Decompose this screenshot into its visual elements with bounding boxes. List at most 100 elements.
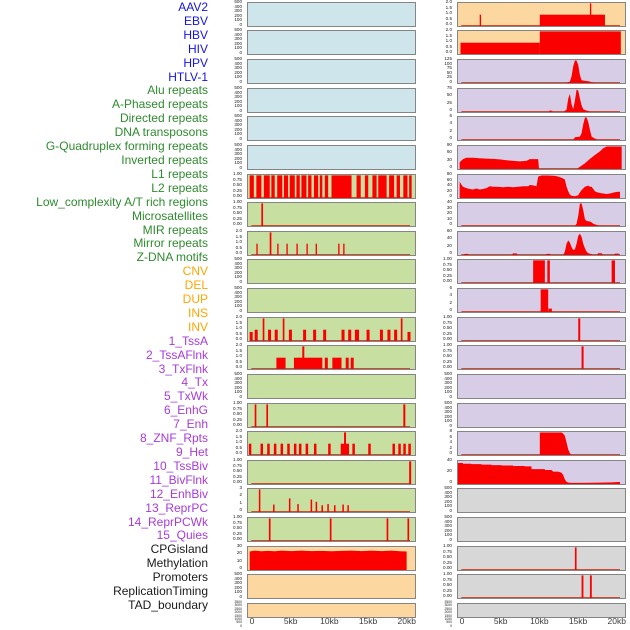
track-label-9-het: 9_Het bbox=[175, 445, 208, 459]
y-tick: 1.00 bbox=[233, 400, 242, 405]
track-plot-9-het bbox=[457, 288, 626, 313]
track-label-11-bivflnk: 11_BivFlnk bbox=[149, 472, 208, 487]
y-tick: 3000 bbox=[444, 603, 452, 608]
track-data-directed-repeats bbox=[251, 232, 410, 255]
x-axis-tick-left-0: 0 bbox=[249, 616, 255, 626]
track-label-mir-repeats: MIR repeats bbox=[142, 222, 208, 237]
y-tick: 40 bbox=[446, 199, 452, 204]
track-plot-mirror-repeats bbox=[247, 488, 416, 513]
track-plot-aav2 bbox=[247, 2, 416, 27]
y-axis-ticks-11-bivflnk: 1.00 0.75 0.50 0.25 0.00 bbox=[416, 342, 454, 370]
y-tick: 200 bbox=[444, 413, 452, 419]
track-data-alu-repeats bbox=[249, 175, 412, 198]
y-tick: 100 bbox=[444, 60, 452, 66]
track-label-l2-repeats: L2 repeats bbox=[151, 180, 208, 195]
y-tick: 300 bbox=[234, 294, 242, 300]
y-tick: 1 bbox=[239, 499, 242, 505]
track-data-replicationtiming bbox=[461, 575, 620, 598]
y-tick: 0.50 bbox=[233, 210, 242, 216]
y-tick: 200 bbox=[444, 498, 452, 504]
y-axis-ticks-inv: 2.0 1.5 1.0 0.5 0.0 bbox=[416, 27, 454, 55]
y-tick: 1500 bbox=[234, 613, 242, 618]
y-tick: 0.25 bbox=[443, 587, 452, 593]
track-data-low-complexity-a-t-rich-regions bbox=[251, 404, 410, 427]
y-tick: 0.25 bbox=[443, 272, 452, 278]
track-data-g-quadruplex-forming-repeats bbox=[248, 289, 415, 312]
y-tick: 300 bbox=[234, 65, 242, 71]
y-tick: 200 bbox=[234, 384, 242, 390]
track-label-a-phased-repeats: A-Phased repeats bbox=[111, 97, 208, 112]
x-axis-tick-left-5kb: 5kb bbox=[283, 616, 298, 626]
track-data-5-txwk bbox=[459, 175, 620, 198]
y-tick: 0.00 bbox=[443, 565, 452, 571]
y-axis-ticks-6-enhg: 40 30 20 10 0 bbox=[416, 199, 454, 227]
y-tick: 500 bbox=[444, 485, 452, 490]
y-tick: 1.0 bbox=[235, 325, 242, 331]
track-plot-alu-repeats bbox=[247, 174, 416, 199]
track-plot-15-quies bbox=[457, 460, 626, 485]
y-tick: 0.75 bbox=[443, 347, 452, 353]
y-tick: 3 bbox=[239, 485, 242, 490]
y-tick: 40 bbox=[446, 457, 452, 462]
track-data-aav2 bbox=[248, 3, 415, 26]
y-tick: 100 bbox=[234, 131, 242, 137]
track-label-hiv: HIV bbox=[187, 41, 208, 56]
y-tick: 0 bbox=[239, 307, 242, 313]
track-label-alu-repeats: Alu repeats bbox=[147, 83, 208, 98]
y-tick: 300 bbox=[444, 494, 452, 500]
track-plot-a-phased-repeats bbox=[247, 202, 416, 227]
y-tick: 1500 bbox=[444, 613, 452, 618]
y-tick: 2.0 bbox=[235, 228, 242, 233]
y-tick: 2 bbox=[449, 299, 452, 305]
y-tick: 0.75 bbox=[233, 176, 242, 182]
x-axis-tick-right-20kb: 20kb bbox=[607, 616, 626, 626]
track-data-promoters bbox=[461, 547, 620, 570]
y-tick: 0.75 bbox=[443, 548, 452, 554]
track-label-hpv: HPV bbox=[183, 55, 208, 70]
y-tick: 100 bbox=[444, 418, 452, 424]
track-plot-z-dna-motifs bbox=[247, 517, 416, 542]
y-tick: 0.75 bbox=[233, 462, 242, 468]
y-axis-ticks-low-complexity-a-t-rich-regions: 1.00 0.75 0.50 0.25 0.00 bbox=[206, 400, 244, 428]
y-axis-ticks-15-quies: 40 20 0 bbox=[416, 457, 454, 485]
track-plot-2-tssaflnk bbox=[457, 88, 626, 113]
y-axis-ticks-inverted-repeats: 2.0 1.5 1.0 0.5 0.0 bbox=[206, 314, 244, 342]
y-tick: 0 bbox=[449, 250, 452, 256]
track-data-7-enh bbox=[461, 233, 620, 255]
y-tick: 20 bbox=[446, 187, 452, 193]
y-tick: 500 bbox=[234, 85, 242, 90]
y-tick: 2500 bbox=[234, 606, 242, 611]
y-tick: 4 bbox=[449, 120, 452, 126]
track-label-cpgisland: CPGisland bbox=[150, 542, 208, 557]
y-tick: 1.00 bbox=[233, 514, 242, 519]
y-tick: 100 bbox=[234, 17, 242, 23]
track-label-14-reprpcwk: 14_ReprPCWk bbox=[127, 514, 208, 529]
y-axis-ticks-7-enh: 60 40 20 0 bbox=[416, 228, 454, 256]
y-tick: 100 bbox=[234, 45, 242, 51]
track-data-ebv bbox=[248, 31, 415, 54]
y-tick: 20 bbox=[446, 210, 452, 216]
y-tick: 500 bbox=[444, 400, 452, 405]
track-label-2-tssaflnk: 2_TssAFlnk bbox=[145, 347, 208, 362]
y-axis-ticks-8-znf-rpts: 1.00 0.75 0.50 0.25 0.00 bbox=[416, 256, 454, 284]
track-plot-ins bbox=[457, 2, 626, 27]
y-tick: 10 bbox=[446, 215, 452, 221]
track-plot-methylation bbox=[457, 517, 626, 542]
y-tick: 0 bbox=[449, 221, 452, 227]
y-tick: 0 bbox=[239, 593, 242, 599]
y-tick: 1.5 bbox=[445, 4, 452, 10]
track-data-15-quies bbox=[458, 463, 620, 484]
track-plot-13-reprpc bbox=[457, 403, 626, 428]
y-tick: 100 bbox=[234, 274, 242, 280]
y-axis-ticks-l1-repeats: 2.0 1.5 1.0 0.5 0.0 bbox=[206, 342, 244, 370]
y-tick: 1.00 bbox=[443, 314, 452, 319]
y-axis-ticks-10-tssbiv: 1.00 0.75 0.50 0.25 0.00 bbox=[416, 314, 454, 342]
track-plot-10-tssbiv bbox=[457, 317, 626, 342]
track-label-12-enhbiv: 12_EnhBiv bbox=[149, 486, 208, 501]
y-tick: 60 bbox=[446, 228, 452, 233]
track-data-htlv-1 bbox=[248, 146, 415, 169]
track-data-microsatellites bbox=[248, 432, 411, 455]
track-plot-cpgisland bbox=[457, 488, 626, 513]
track-label-cnv: CNV bbox=[182, 264, 208, 279]
